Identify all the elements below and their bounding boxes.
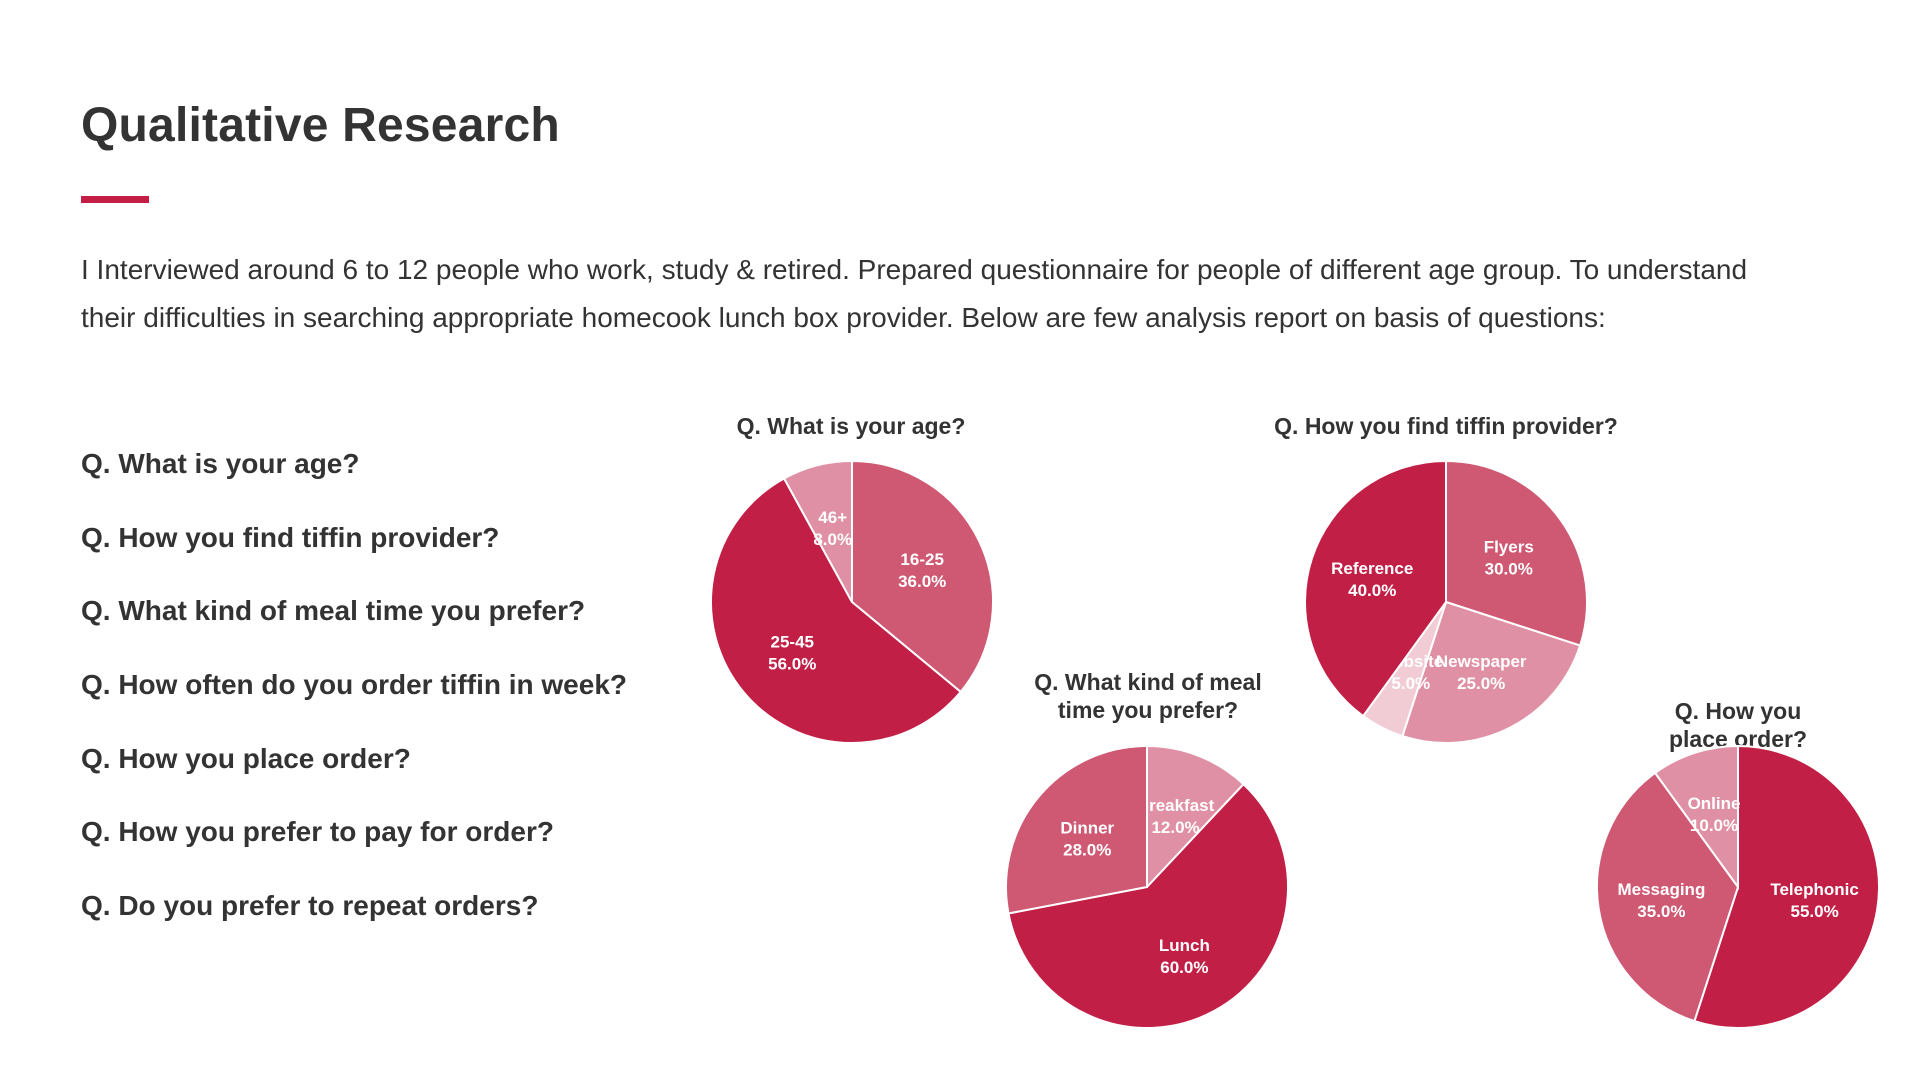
pie-slice-25-45: [710, 477, 963, 744]
pie-slice-dinner: [1005, 744, 1148, 915]
pie-chart-place-order: Telephonic 55.0% Messaging 35.0% Online 10.0%: [1596, 744, 1880, 1029]
question-list: Q. What is your age? Q. How you find tif…: [81, 444, 627, 960]
slice-label: Breakfast: [1137, 796, 1215, 815]
slice-value-label: 36.0%: [898, 572, 946, 591]
intro-paragraph: I Interviewed around 6 to 12 people who …: [81, 254, 1748, 333]
pie-slice-flyers: [1445, 459, 1588, 647]
slice-label-group: Lunch 60.0%: [1159, 936, 1210, 977]
chart-title-find-provider: Q. How you find tiffin provider?: [1274, 413, 1618, 439]
slice-value-label: 28.0%: [1063, 841, 1111, 860]
slice-label: Reference: [1331, 559, 1413, 578]
page-title: Qualitative Research: [81, 99, 560, 152]
chart-title-age: Q. What is your age?: [736, 413, 966, 439]
slice-value-label: 5.0%: [1391, 674, 1430, 693]
slice-label: Newspaper: [1436, 652, 1527, 671]
slice-label-group: Reference 40.0%: [1331, 559, 1413, 600]
pie-slice-16-25: [851, 459, 994, 694]
slice-label-group: Flyers 30.0%: [1484, 537, 1534, 578]
pie-slice-46: [782, 459, 853, 603]
slice-label-group: Breakfast 12.0%: [1137, 796, 1215, 837]
question-item: Q. How you place order?: [81, 742, 411, 774]
slice-value-label: 12.0%: [1151, 818, 1199, 837]
chart-title-place-order: Q. How you place order?: [1668, 698, 1808, 752]
pie-slice-lunch: [1007, 782, 1289, 1029]
pie-chart-find-provider: Flyers30.0%Newspaper25.0%Website5.0%Refe…: [1304, 459, 1588, 744]
slice-value-label: 30.0%: [1485, 559, 1533, 578]
slice-value-label: 25.0%: [1457, 674, 1505, 693]
question-item: Q. What kind of meal time you prefer?: [81, 595, 586, 627]
slice-value-label: 35.0%: [1637, 902, 1685, 921]
slice-label: Online: [1688, 794, 1741, 813]
chart-title-meal-time: Q. What kind of meal time you prefer?: [1034, 669, 1262, 723]
pie-slice-reference: [1304, 459, 1447, 718]
slice-label: Lunch: [1159, 936, 1210, 955]
slice-value-label: 10.0%: [1690, 816, 1738, 835]
slice-label: 46+: [818, 508, 847, 527]
slice-label: Flyers: [1484, 537, 1534, 556]
pie-chart-age: 16-25 36.0% 25-45 56.0% 46+ 8.0%: [710, 459, 994, 744]
slice-label-group: Dinner 28.0%: [1060, 819, 1114, 860]
title-accent-bar: [81, 196, 149, 203]
slice-label-group: Newspaper 25.0%: [1436, 652, 1527, 693]
pie-slice-telephonic: [1693, 744, 1880, 1029]
slice-label: Dinner: [1060, 819, 1114, 838]
question-item: Q. How you find tiffin provider?: [81, 521, 500, 553]
slice-value-label: 40.0%: [1348, 581, 1396, 600]
pie-slice-newspaper: [1401, 600, 1582, 744]
question-item: Q. How you prefer to pay for order?: [81, 816, 554, 848]
slice-value-label: 55.0%: [1790, 902, 1838, 921]
slice-label-group: Online 10.0%: [1688, 794, 1741, 835]
pie-slice-breakfast: [1146, 744, 1245, 890]
slice-label: 25-45: [771, 632, 814, 651]
pie-slice-online: [1653, 744, 1739, 891]
pie-chart-meal-time: Breakfast 12.0% Lunch 60.0% Dinner 28.0%: [1005, 744, 1289, 1029]
question-item: Q. How often do you order tiffin in week…: [81, 669, 627, 701]
question-item: Q. What is your age?: [81, 448, 360, 479]
question-item: Q. Do you prefer to repeat orders?: [81, 890, 539, 922]
slice-label: Telephonic: [1770, 880, 1858, 899]
slice-label: Messaging: [1617, 880, 1705, 899]
slice-label-group: 46+ 8.0%: [813, 508, 852, 549]
slice-label: 16-25: [900, 550, 943, 569]
pie-slice-messaging: [1596, 771, 1740, 1023]
slice-label-group: 25-45 56.0%: [768, 632, 816, 673]
slice-label-group: Messaging 35.0%: [1617, 880, 1705, 921]
slice-value-label: 8.0%: [813, 530, 852, 549]
slice-label-group: Telephonic 55.0%: [1770, 880, 1858, 921]
slice-label-group: 16-25 36.0%: [898, 550, 946, 591]
slice-value-label: 60.0%: [1160, 958, 1208, 977]
slice-value-label: 56.0%: [768, 654, 816, 673]
